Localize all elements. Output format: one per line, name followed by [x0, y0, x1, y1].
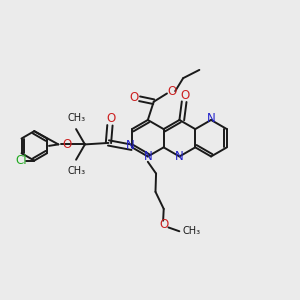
Text: N: N — [207, 112, 215, 125]
Text: O: O — [107, 112, 116, 125]
Text: CH₃: CH₃ — [182, 226, 200, 236]
Text: N: N — [175, 150, 184, 163]
Text: O: O — [180, 89, 190, 102]
Text: O: O — [62, 138, 71, 151]
Text: Cl: Cl — [16, 154, 27, 167]
Text: CH₃: CH₃ — [67, 166, 85, 176]
Text: N: N — [143, 150, 152, 163]
Text: CH₃: CH₃ — [67, 113, 85, 123]
Text: O: O — [129, 91, 138, 104]
Text: O: O — [168, 85, 177, 98]
Text: N: N — [126, 140, 135, 152]
Text: O: O — [159, 218, 169, 231]
